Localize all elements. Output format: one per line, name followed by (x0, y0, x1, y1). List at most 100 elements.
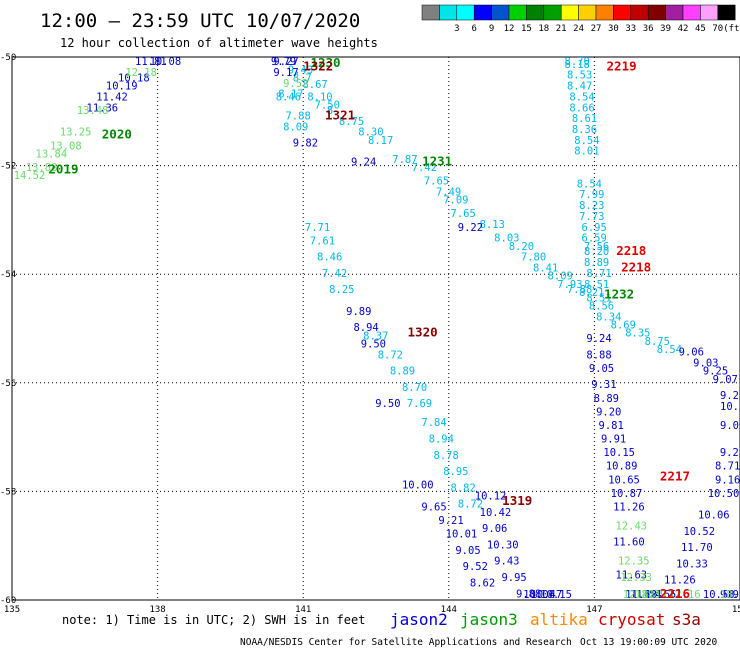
swh-value-label: 9.06 (482, 523, 507, 535)
swh-value-label: 12.35 (618, 556, 650, 568)
swh-value-label: 7.50 (315, 100, 340, 112)
credit-left: NOAA/NESDIS Center for Satellite Applica… (240, 637, 572, 648)
swh-value-label: 9.25 (703, 366, 728, 378)
color-swatch (560, 4, 579, 21)
swh-value-label: 8.47 (567, 81, 592, 93)
swh-value-label: 8.94 (353, 322, 378, 334)
swh-value-label: 10.00 (402, 480, 434, 492)
swh-value-label: 10.65 (608, 474, 640, 486)
chart-title: 12:00 – 23:59 UTC 10/07/2020 (40, 10, 360, 32)
swh-value-label: 13.08 (50, 140, 82, 152)
swh-value-label: 11.62 (625, 589, 657, 601)
swh-value-label: 8.70 (565, 56, 590, 68)
swh-value-label: 8.56 (589, 300, 614, 312)
pass-time-label: 1230 (310, 55, 340, 70)
y-tick-label: -58 (0, 487, 16, 497)
color-scale-label: 21 (556, 24, 567, 34)
pass-time-label: 2019 (48, 162, 78, 177)
swh-value-label: 8.75 (645, 336, 670, 348)
swh-value-label: 9.16 (715, 474, 740, 486)
swh-value-label: 10.89 (606, 461, 638, 473)
swh-value-label: 11.60 (613, 537, 645, 549)
color-swatch (439, 4, 458, 21)
color-swatch (421, 4, 440, 21)
swh-value-label: 9.52 (283, 78, 308, 90)
satellite-legend-s3a: s3a (672, 610, 701, 629)
color-scale-label: 36 (643, 24, 654, 34)
swh-value-label: 8.88 (586, 349, 611, 361)
color-scale-label: 15 (521, 24, 532, 34)
swh-value-label: 8.89 (584, 257, 609, 269)
swh-value-label: 12.18 (125, 67, 157, 79)
x-tick-label: 135 (4, 605, 20, 615)
swh-value-label: 12.43 (616, 520, 648, 532)
color-scale-label: 9 (489, 24, 494, 34)
swh-value-label: 9.07 (713, 374, 738, 386)
swh-value-label: 12.88 (623, 589, 655, 601)
pass-time-label: 2217 (660, 469, 690, 484)
swh-value-label: 8.36 (572, 124, 597, 136)
swh-value-label: 8.09 (283, 121, 308, 133)
swh-value-label: 9.24 (351, 157, 376, 169)
swh-value-label: 8.67 (302, 79, 327, 91)
swh-value-label: 8.46 (317, 252, 342, 264)
swh-value-label: 9.95 (501, 572, 526, 584)
swh-value-label: 9.05 (589, 363, 614, 375)
pass-time-label: 2020 (102, 126, 132, 141)
color-swatch (456, 4, 475, 21)
swh-value-label: 10.42 (480, 507, 512, 519)
swh-value-label: 7.71 (305, 222, 330, 234)
x-tick-label: 141 (295, 605, 311, 615)
color-scale-label: 12 (504, 24, 515, 34)
swh-value-label: 9.17 (273, 67, 298, 79)
pass-time-label: 1319 (502, 493, 532, 508)
swh-value-label: 8.89 (594, 393, 619, 405)
swh-value-label: 8.35 (625, 328, 650, 340)
satellite-legend: jason2 jason3 altika cryosat s3a (390, 610, 701, 629)
swh-value-label: 7.09 (443, 195, 468, 207)
swh-value-label: 9.50 (361, 339, 386, 351)
swh-value-label: 8.71 (715, 461, 740, 473)
swh-value-label: 7.80 (521, 252, 546, 264)
swh-value-label: 8.23 (579, 200, 604, 212)
swh-value-label: 9.21 (438, 515, 463, 527)
swh-value-label: 9.20 (596, 406, 621, 418)
swh-value-label: 9.43 (494, 556, 519, 568)
swh-value-label: 13.48 (77, 105, 109, 117)
swh-value-label: 8.25 (329, 284, 354, 296)
color-swatch (473, 4, 492, 21)
pass-time-label: 1231 (422, 154, 452, 169)
satellite-legend-jason3: jason3 (460, 610, 518, 629)
swh-value-label: 9.21 (720, 390, 740, 402)
x-tick-label: 147 (586, 605, 602, 615)
swh-value-label: 9.79 (271, 56, 296, 68)
axis-ticks: 135 138 141 144 147 150 -50 -52 -54 -56 -58 -60 (0, 53, 740, 615)
swh-value-label: 11.63 (616, 569, 648, 581)
swh-value-label: 11.26 (613, 501, 645, 513)
swh-value-label: 8.62 (470, 577, 495, 589)
swh-value-label: 9.22 (458, 222, 483, 234)
color-scale-label: 42 (678, 24, 689, 34)
swh-value-label: 8.34 (596, 311, 621, 323)
swh-value-label: 9.52 (463, 561, 488, 573)
color-scale-label: 33 (625, 24, 636, 34)
swh-value-label: 8.53 (567, 70, 592, 82)
pass-time-label: 2218 (621, 259, 651, 274)
credit-right: Oct 13 19:00:09 UTC 2020 (580, 637, 718, 648)
swh-value-label: 9.07 (720, 420, 740, 432)
swh-value-label: 9.27 (273, 56, 298, 68)
color-swatch (613, 4, 632, 21)
color-scale-label: 30 (608, 24, 619, 34)
color-scale-label: 18 (538, 24, 549, 34)
swh-value-label: 7.42 (322, 268, 347, 280)
swh-value-label: 8.20 (584, 246, 609, 258)
swh-value-label: 18 (720, 589, 733, 601)
swh-value-label: 10.65 (645, 589, 677, 601)
x-tick-label: 150 (732, 605, 740, 615)
swh-value-label: 9.43 (288, 64, 313, 76)
swh-value-label: 13.84 (36, 148, 68, 160)
swh-value-label: 10.01 (720, 401, 740, 413)
color-scale-label: 27 (591, 24, 602, 34)
color-scale-label: 6 (471, 24, 476, 34)
swh-value-label: 8.13 (480, 219, 505, 231)
